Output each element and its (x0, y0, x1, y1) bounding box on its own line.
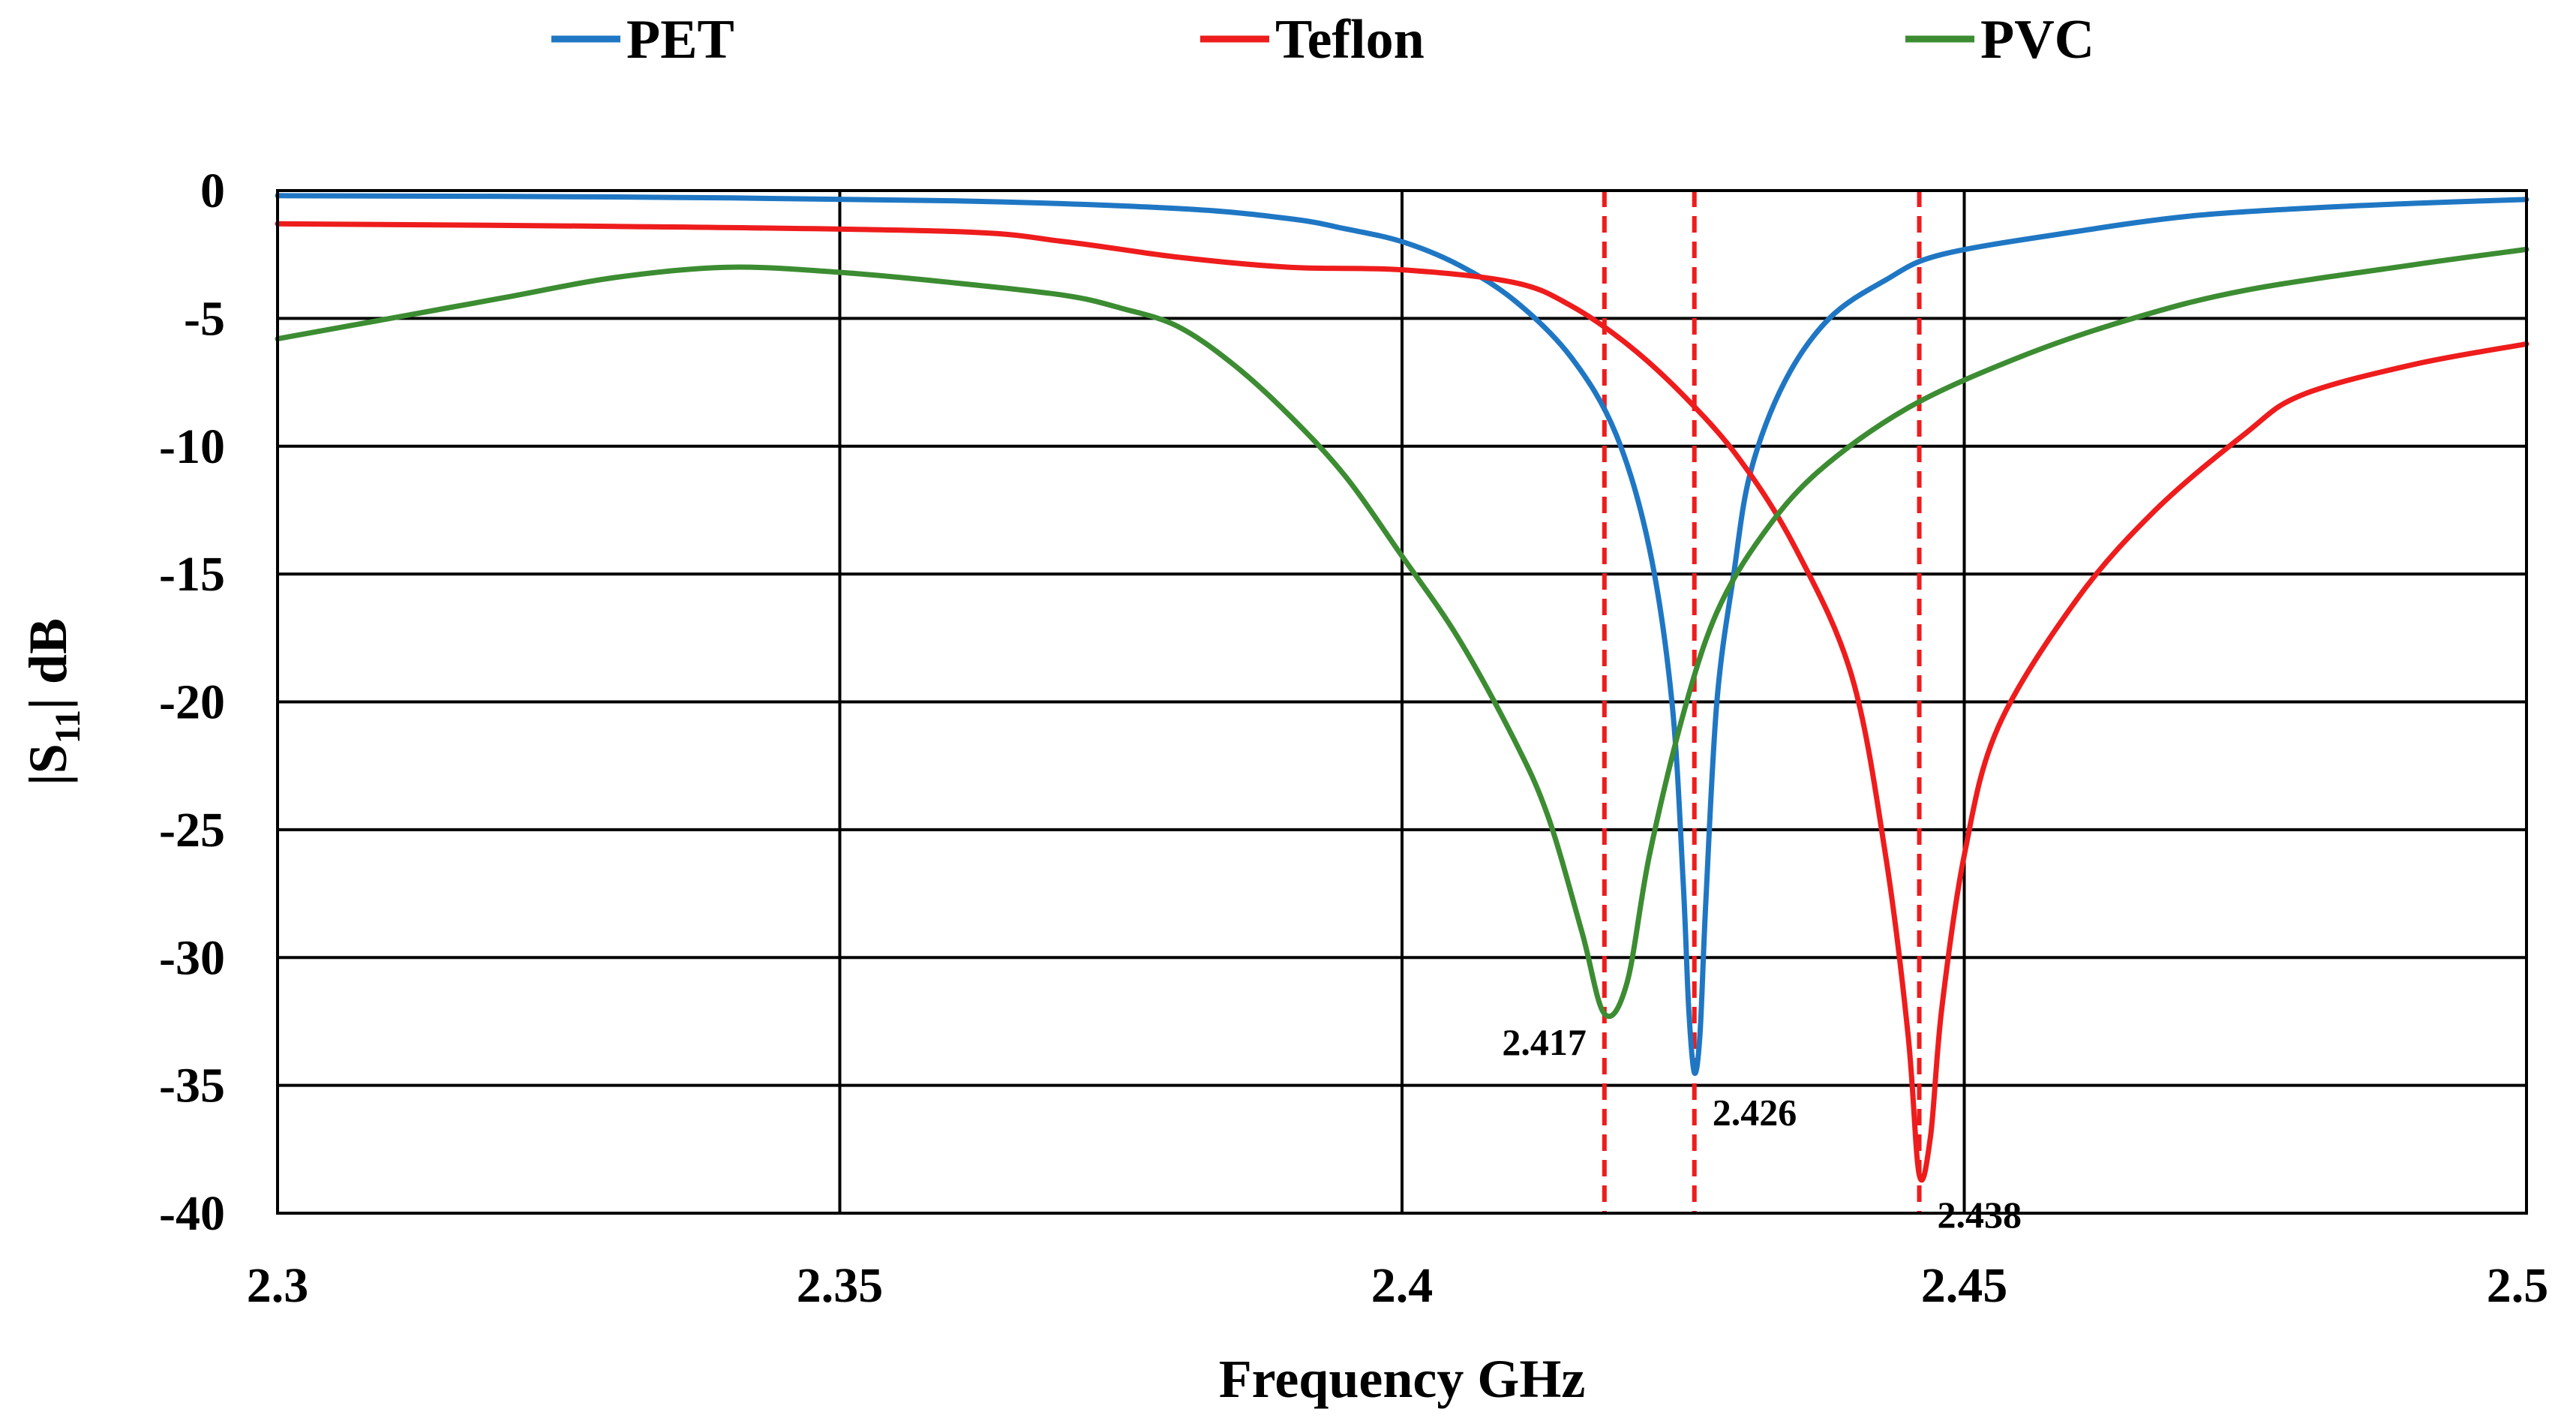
x-axis-title: Frequency GHz (1219, 1349, 1586, 1409)
y-tick-label: -25 (159, 803, 225, 858)
y-tick-label: -20 (159, 675, 225, 730)
y-axis-title-subscript: 11 (48, 710, 88, 744)
legend-item-pet: PET (551, 9, 734, 71)
series-line-pvc (275, 246, 2529, 1020)
tick-labels: 0 -5 -10 -15 -20 -25 -30 -35 -40 2.3 2.35 2.4 2.45 2.… (159, 164, 2548, 1313)
legend-label: Teflon (1275, 9, 1425, 71)
y-tick-label: -35 (159, 1059, 225, 1113)
x-tick-label: 2.3 (247, 1258, 309, 1313)
x-tick-label: 2.4 (1371, 1258, 1434, 1313)
x-tick-label: 2.5 (2487, 1258, 2549, 1313)
series-line-teflon (275, 221, 2529, 1183)
reference-lines (1602, 191, 1922, 1213)
y-axis-title-suffix: | dB (18, 618, 78, 710)
legend-label: PET (626, 9, 734, 71)
resonance-annotation: 2.426 (1713, 1092, 1797, 1134)
annotations: 2.417 2.426 2.438 (1502, 1021, 2022, 1236)
y-tick-label: -30 (159, 930, 225, 985)
legend-label: PVC (1980, 9, 2094, 71)
y-axis-title: |S11| dB (18, 618, 88, 786)
legend: PET Teflon PVC (551, 9, 2094, 71)
y-tick-label: 0 (200, 164, 225, 218)
legend-item-teflon: Teflon (1200, 9, 1425, 71)
y-axis-title-prefix: |S (18, 744, 78, 786)
series-line-pet (275, 193, 2529, 1077)
resonance-annotation: 2.438 (1938, 1194, 2022, 1236)
legend-item-pvc: PVC (1905, 9, 2094, 71)
x-tick-label: 2.35 (797, 1258, 884, 1313)
x-tick-label: 2.45 (1921, 1258, 2008, 1313)
resonance-annotation: 2.417 (1502, 1021, 1587, 1063)
y-tick-label: -10 (159, 419, 225, 474)
plot-frame (276, 189, 2528, 1215)
y-tick-label: -40 (159, 1186, 225, 1241)
y-tick-label: -15 (159, 547, 225, 602)
y-tick-label: -5 (184, 291, 225, 346)
data-series (275, 193, 2529, 1183)
